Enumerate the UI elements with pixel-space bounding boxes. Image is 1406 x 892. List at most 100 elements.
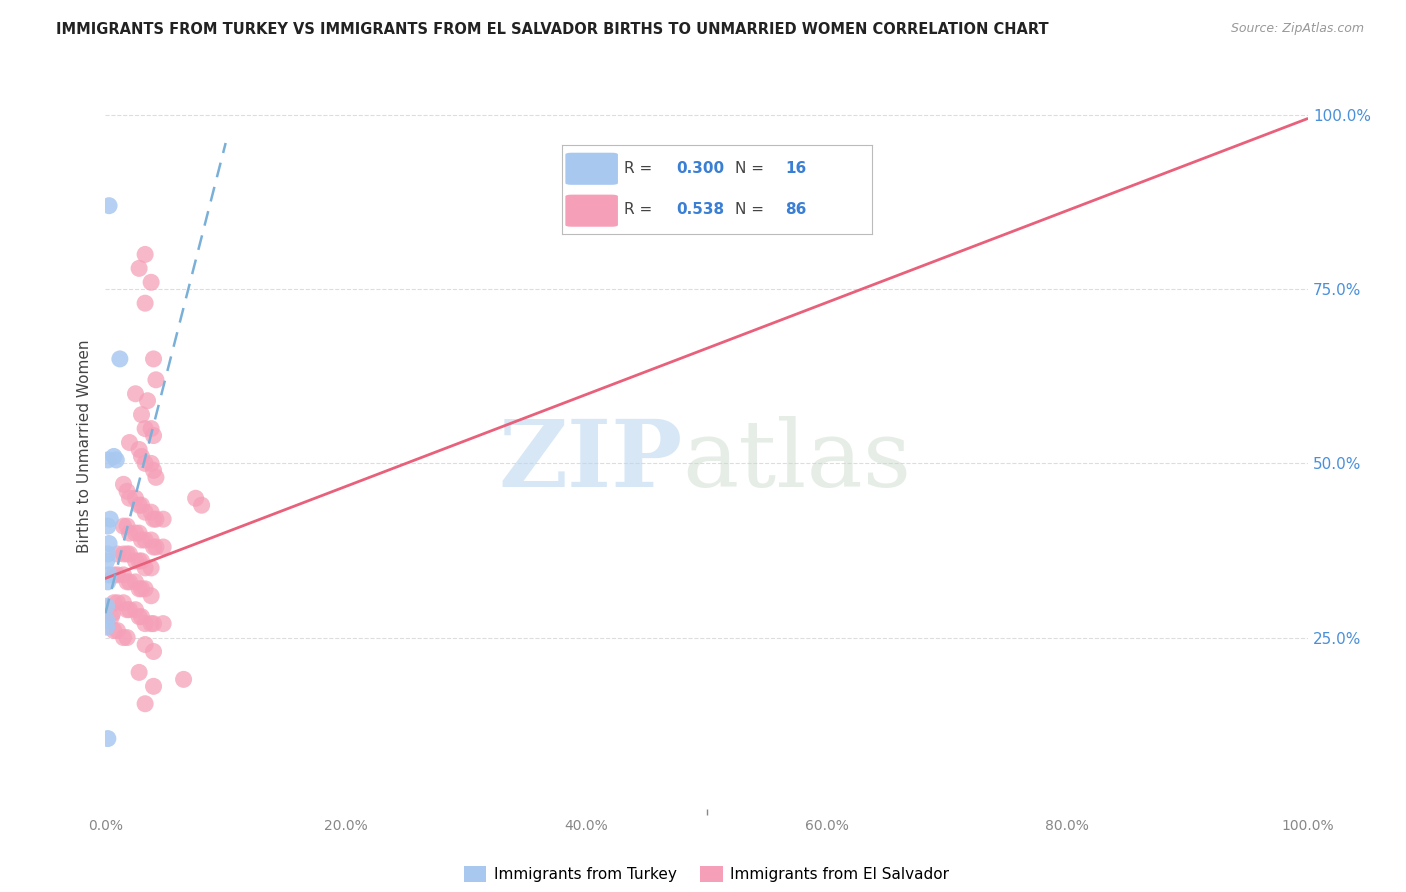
Text: IMMIGRANTS FROM TURKEY VS IMMIGRANTS FROM EL SALVADOR BIRTHS TO UNMARRIED WOMEN : IMMIGRANTS FROM TURKEY VS IMMIGRANTS FRO… (56, 22, 1049, 37)
Point (134, 582, 156, 596)
Point (134, 638, 156, 652)
Point (131, 498, 153, 512)
Point (107, 596, 129, 610)
Point (108, 351, 131, 366)
Point (142, 512, 165, 526)
FancyBboxPatch shape (565, 194, 619, 227)
Point (112, 596, 135, 610)
Point (128, 582, 150, 596)
Point (112, 631, 135, 645)
Point (128, 554, 150, 568)
Point (128, 442, 150, 457)
Text: 16: 16 (785, 161, 806, 177)
Point (128, 261, 150, 276)
Point (107, 547, 129, 561)
Point (97, 519, 120, 533)
Point (134, 505, 156, 519)
Point (118, 574, 141, 589)
Point (98, 536, 121, 550)
Point (96, 554, 118, 568)
Point (139, 589, 162, 603)
Point (98, 512, 121, 526)
Point (124, 526, 146, 541)
Point (152, 512, 174, 526)
Point (145, 512, 167, 526)
Text: atlas: atlas (682, 416, 911, 506)
Text: R =: R = (624, 202, 657, 218)
Point (101, 606, 124, 620)
Point (118, 603, 141, 617)
Point (128, 498, 150, 512)
Point (115, 603, 138, 617)
Y-axis label: Births to Unmarried Women: Births to Unmarried Women (76, 339, 91, 553)
Point (107, 567, 129, 582)
Point (131, 554, 153, 568)
Point (96, 599, 118, 614)
Point (118, 435, 141, 450)
Point (96, 613, 118, 627)
Point (131, 582, 153, 596)
Point (97, 574, 120, 589)
Point (134, 697, 156, 711)
Point (96, 620, 118, 634)
Point (100, 609, 122, 624)
Point (97, 453, 120, 467)
Point (173, 673, 195, 687)
Point (134, 533, 156, 547)
Point (142, 463, 165, 477)
Point (128, 609, 150, 624)
Point (103, 567, 125, 582)
Point (142, 428, 165, 442)
Point (134, 421, 156, 435)
Point (142, 351, 165, 366)
Point (124, 491, 146, 506)
Point (139, 561, 162, 575)
Point (134, 247, 156, 261)
Legend: Immigrants from Turkey, Immigrants from El Salvador: Immigrants from Turkey, Immigrants from … (457, 860, 956, 888)
Point (134, 616, 156, 631)
Point (112, 547, 135, 561)
Text: N =: N = (735, 202, 769, 218)
Point (139, 505, 162, 519)
Point (145, 540, 167, 554)
Point (134, 561, 156, 575)
Point (136, 393, 159, 408)
Point (131, 450, 153, 464)
Point (134, 457, 156, 471)
Point (112, 567, 135, 582)
Point (152, 540, 174, 554)
Point (128, 526, 150, 541)
Point (118, 526, 141, 541)
Point (152, 616, 174, 631)
Point (139, 275, 162, 289)
Point (131, 609, 153, 624)
Text: ZIP: ZIP (498, 416, 682, 506)
Point (139, 533, 162, 547)
Text: Source: ZipAtlas.com: Source: ZipAtlas.com (1230, 22, 1364, 36)
Point (98, 199, 121, 213)
Point (124, 574, 146, 589)
Point (112, 477, 135, 491)
Point (131, 408, 153, 422)
Point (190, 498, 212, 512)
Point (103, 596, 125, 610)
Point (142, 679, 165, 693)
Point (142, 540, 165, 554)
Point (115, 547, 138, 561)
Point (184, 491, 207, 506)
Point (107, 624, 129, 638)
Point (97, 547, 120, 561)
Point (124, 603, 146, 617)
Point (128, 665, 150, 680)
Point (124, 386, 146, 401)
Point (115, 519, 138, 533)
Text: 0.538: 0.538 (676, 202, 725, 218)
Point (124, 554, 146, 568)
Point (115, 484, 138, 499)
Point (139, 616, 162, 631)
Point (103, 450, 125, 464)
Text: N =: N = (735, 161, 769, 177)
Point (139, 457, 162, 471)
Point (105, 453, 128, 467)
Point (115, 574, 138, 589)
